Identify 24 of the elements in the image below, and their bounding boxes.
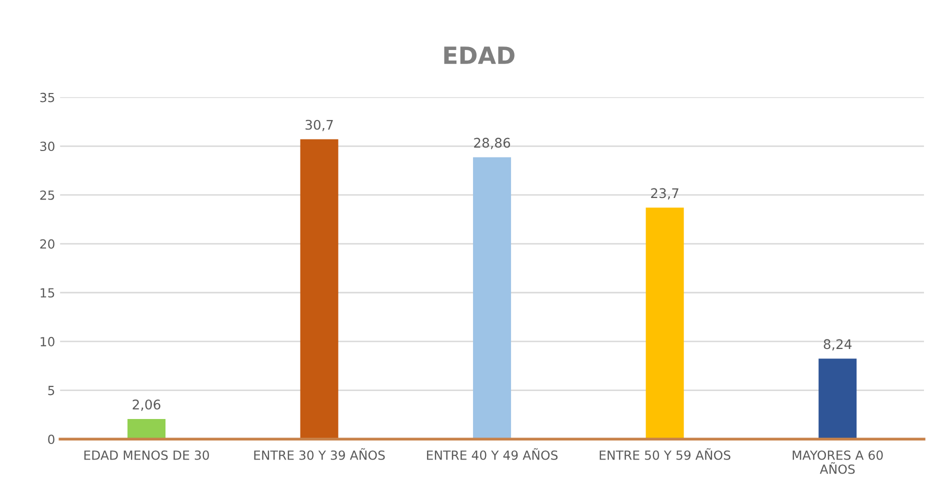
data-label: 8,24 (824, 339, 852, 350)
x-tick-label: MAYORES A 60 AÑOS (792, 450, 883, 474)
data-label: 2,06 (132, 400, 160, 411)
x-tick-label: ENTRE 30 Y 39 AÑOS (254, 448, 385, 460)
bar (646, 208, 684, 440)
x-tick-label: EDAD MENOS DE 30 (84, 450, 209, 460)
bar (818, 358, 857, 440)
bar (473, 157, 512, 440)
y-tick-label: 10 (40, 336, 54, 346)
y-tick-label: 0 (48, 434, 54, 444)
y-tick-label: 25 (40, 190, 54, 200)
bar (300, 139, 338, 440)
chart-title: EDAD (444, 46, 514, 64)
y-tick-label: 5 (48, 386, 54, 396)
y-tick-label: 20 (40, 239, 54, 249)
x-tick-label: ENTRE 40 Y 49 AÑOS (427, 448, 558, 460)
x-tick-label: ENTRE 50 Y 59 AÑOS (600, 448, 730, 460)
y-tick-label: 30 (40, 142, 54, 152)
y-tick-label: 15 (40, 288, 54, 298)
y-tick-label: 35 (40, 92, 54, 102)
data-label: 30,7 (306, 120, 333, 132)
data-label: 28,86 (474, 138, 510, 150)
data-label: 23,7 (651, 188, 678, 200)
bar (127, 419, 166, 440)
